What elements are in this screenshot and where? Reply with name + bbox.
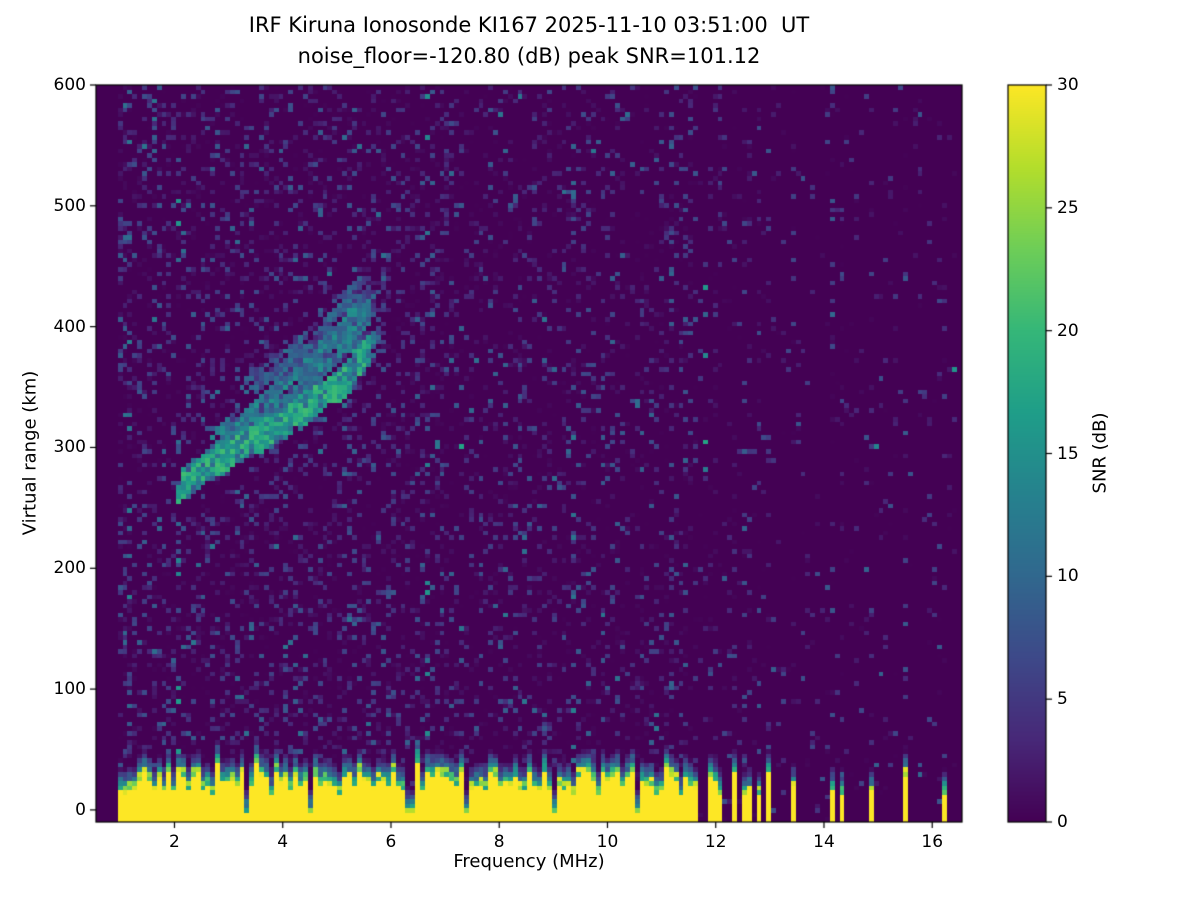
x-tick-label: 2 xyxy=(169,832,180,852)
colorbar-tick-label: 30 xyxy=(1057,75,1079,95)
y-tick-label: 100 xyxy=(53,679,86,700)
y-tick-label: 500 xyxy=(53,195,86,216)
x-tick-label: 6 xyxy=(385,832,397,852)
y-tick-label: 600 xyxy=(53,75,86,95)
page-title: IRF Kiruna Ionosonde KI167 2025-11-10 03… xyxy=(248,13,810,37)
colorbar-tick-label: 25 xyxy=(1057,197,1079,218)
x-tick-label: 16 xyxy=(921,832,944,852)
x-tick-label: 8 xyxy=(493,832,505,852)
page-subtitle: noise_floor=-120.80 (dB) peak SNR=101.12 xyxy=(297,44,761,68)
x-tick-label: 4 xyxy=(277,832,289,852)
colorbar-tick-label: 20 xyxy=(1057,320,1079,341)
colorbar-tick-label: 10 xyxy=(1057,566,1079,587)
x-tick-label: 10 xyxy=(596,832,619,852)
x-tick-label: 14 xyxy=(813,832,835,852)
title-block: IRF Kiruna Ionosonde KI167 2025-11-10 03… xyxy=(96,10,962,72)
y-tick-label: 0 xyxy=(75,799,86,820)
colorbar-tick-label: 15 xyxy=(1057,443,1079,464)
x-tick-label: 12 xyxy=(704,832,727,852)
y-tick-label: 400 xyxy=(53,316,86,337)
x-axis-label: Frequency (MHz) xyxy=(453,851,605,872)
colorbar-tick-label: 5 xyxy=(1057,689,1068,710)
y-tick-label: 300 xyxy=(53,437,86,458)
colorbar-tick-label: 0 xyxy=(1057,812,1068,832)
y-tick-label: 200 xyxy=(53,558,86,579)
